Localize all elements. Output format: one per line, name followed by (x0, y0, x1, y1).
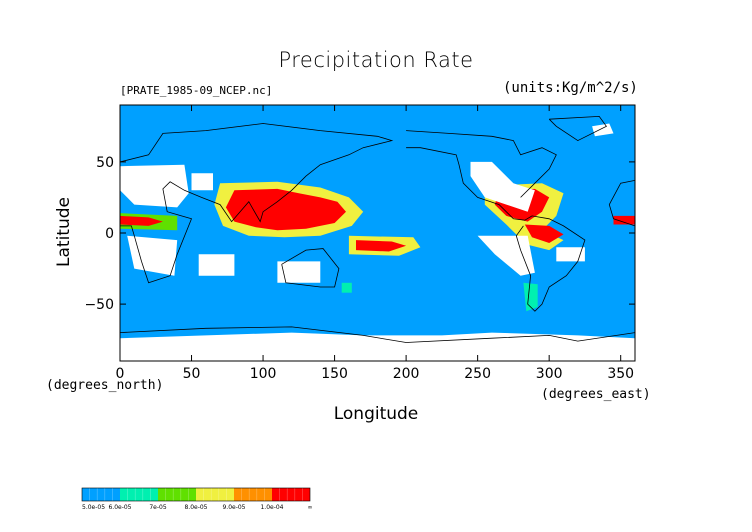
chart-title: Precipitation Rate (278, 48, 474, 72)
coastline-5 (548, 115, 608, 142)
colorbar-swatch-4 (234, 488, 272, 501)
precip-region-7 (356, 240, 407, 252)
colorbar-label-0: 5.0e-05 (82, 504, 105, 511)
colorbar-swatch-5 (272, 488, 310, 501)
colorbar-frame (81, 487, 311, 502)
colorbar-label-5: 1.0e-04 (260, 504, 283, 511)
precip-region-6 (225, 188, 346, 231)
x-unit-label: (degrees_east) (541, 387, 651, 402)
y-tick-label-0: 0 (105, 226, 114, 242)
x-tick-label-50: 50 (183, 366, 201, 382)
x-tick-label-200: 200 (393, 366, 420, 382)
missing-data-area-9 (120, 332, 635, 361)
x-tick-label-0: 0 (116, 366, 125, 382)
colorbar-label-1: 6.0e-05 (108, 504, 131, 511)
missing-data-area-2 (127, 235, 178, 276)
colorbar-swatch-0 (82, 488, 120, 501)
precip-region-0 (523, 282, 538, 312)
missing-data-area-0 (120, 164, 189, 208)
coastline-0 (120, 123, 394, 284)
colorbar-label-4: 9.0e-05 (222, 504, 245, 511)
y-tick-label-50: 50 (96, 155, 114, 171)
y-tick-label--50: −50 (84, 297, 114, 313)
colorbar-label-3: 8.0e-05 (184, 504, 207, 511)
colorbar-swatch-1 (120, 488, 158, 501)
precip-region-11 (613, 215, 635, 225)
x-tick-label-150: 150 (321, 366, 348, 382)
missing-data-area-4 (277, 261, 321, 283)
colorbar-swatch-3 (196, 488, 234, 501)
missing-data-area-6 (477, 235, 535, 276)
y-unit-label: (degrees_north) (46, 378, 164, 393)
missing-data-area-5 (470, 161, 535, 212)
precip-region-9 (524, 224, 564, 243)
precip-region-10 (120, 215, 163, 226)
colorbar-label-2: 7e-05 (149, 504, 166, 511)
x-axis-label: Longitude (333, 404, 419, 424)
precip-region-1 (341, 282, 352, 293)
file-label: [PRATE_1985-09_NCEP.nc] (120, 84, 273, 97)
coastline-3 (406, 147, 586, 312)
coastline-2 (608, 180, 635, 227)
x-tick-label-300: 300 (536, 366, 563, 382)
x-tick-label-250: 250 (464, 366, 491, 382)
missing-data-area-3 (198, 254, 235, 276)
colorbar-swatch-2 (158, 488, 196, 501)
coastline-6 (120, 326, 635, 343)
coastline-4 (406, 130, 557, 198)
x-tick-label-100: 100 (250, 366, 277, 382)
colorbar-label-6: ∞ (308, 504, 313, 511)
coastline-1 (281, 248, 340, 288)
units-label: (units:Kg/m^2/s) (503, 80, 638, 96)
x-tick-label-350: 350 (607, 366, 634, 382)
missing-data-area-7 (556, 247, 585, 262)
missing-data-area-1 (191, 173, 213, 191)
missing-data-area-8 (592, 123, 614, 137)
